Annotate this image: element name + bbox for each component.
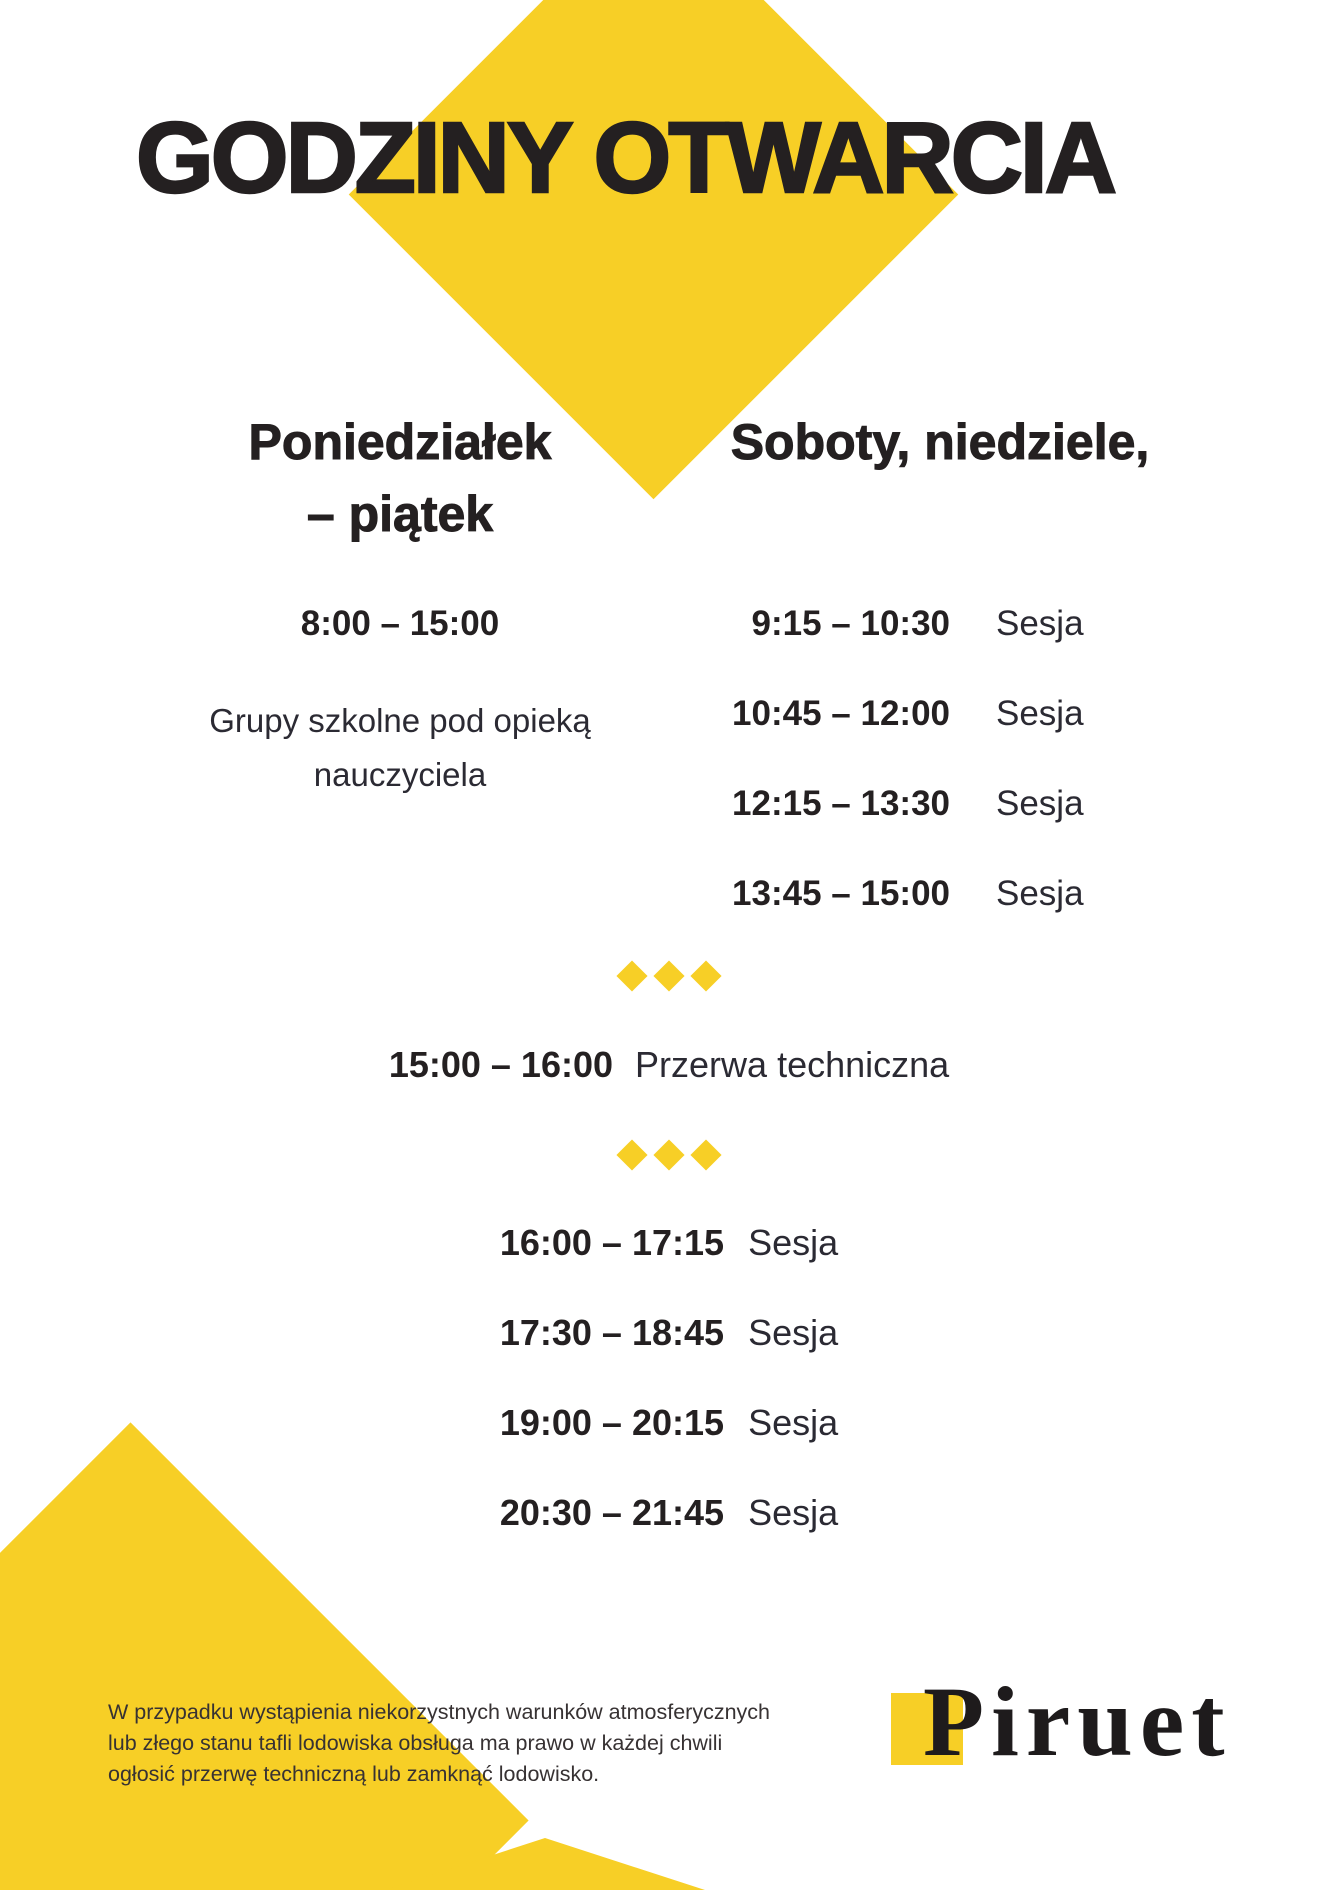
session-time: 10:45 – 12:00	[732, 694, 950, 733]
weekend-column-header: Soboty, niedziele,	[730, 414, 1150, 471]
weather-disclaimer: W przypadku wystąpienia niekorzystnych w…	[108, 1697, 770, 1790]
evening-session-list: 16:00 – 17:15 Sesja 17:30 – 18:45 Sesja …	[0, 1222, 1338, 1582]
session-time: 12:15 – 13:30	[732, 784, 950, 823]
session-label: Sesja	[996, 604, 1084, 643]
session-label: Sesja	[748, 1402, 839, 1443]
weekend-session-list: 9:15 – 10:30 Sesja 10:45 – 12:00 Sesja 1…	[710, 604, 1180, 964]
session-time: 13:45 – 15:00	[732, 874, 950, 913]
session-time: 19:00 – 20:15	[499, 1402, 725, 1443]
session-label: Sesja	[996, 784, 1084, 823]
evening-session-row: 20:30 – 21:45 Sesja	[0, 1492, 1338, 1534]
weekday-header-line1: Poniedziałek	[248, 414, 552, 471]
disclaimer-line: ogłosić przerwę techniczną lub zamknąć l…	[108, 1762, 600, 1786]
disclaimer-line: W przypadku wystąpienia niekorzystnych w…	[108, 1700, 770, 1724]
weekend-session-row: 13:45 – 15:00 Sesja	[710, 874, 1180, 918]
evening-session-row: 19:00 – 20:15 Sesja	[0, 1402, 1338, 1444]
weekday-hours: 8:00 – 15:00	[300, 604, 500, 643]
session-time: 17:30 – 18:45	[499, 1312, 725, 1353]
evening-session-row: 16:00 – 17:15 Sesja	[0, 1222, 1338, 1264]
diamond-separator	[569, 960, 769, 992]
diamond-icon	[616, 1139, 648, 1171]
diamond-icon	[653, 1139, 685, 1171]
page-title: GODZINY OTWARCIA	[135, 102, 1118, 214]
weekend-session-row: 12:15 – 13:30 Sesja	[710, 784, 1180, 828]
break-label: Przerwa techniczna	[635, 1044, 950, 1085]
weekday-header-line2: – piątek	[306, 486, 494, 543]
session-label: Sesja	[748, 1312, 839, 1353]
session-time: 9:15 – 10:30	[751, 604, 950, 643]
disclaimer-line: lub złego stanu tafli lodowiska obsługa …	[108, 1731, 723, 1755]
diamond-icon	[690, 1139, 722, 1171]
brand-logo-text: Piruet	[923, 1666, 1232, 1777]
session-time: 16:00 – 17:15	[499, 1222, 725, 1263]
brand-logo-square-icon	[891, 1693, 963, 1765]
weekend-session-row: 9:15 – 10:30 Sesja	[710, 604, 1180, 648]
session-label: Sesja	[996, 694, 1084, 733]
diamond-icon	[690, 960, 722, 992]
diamond-separator	[569, 1139, 769, 1171]
session-label: Sesja	[996, 874, 1084, 913]
break-time: 15:00 – 16:00	[388, 1044, 614, 1085]
session-label: Sesja	[748, 1492, 839, 1533]
session-label: Sesja	[748, 1222, 839, 1263]
evening-session-row: 17:30 – 18:45 Sesja	[0, 1312, 1338, 1354]
technical-break-row: 15:00 – 16:00 Przerwa techniczna	[0, 1044, 1338, 1086]
diamond-icon	[653, 960, 685, 992]
weekday-column-header: Poniedziałek – piątek	[175, 406, 625, 550]
session-time: 20:30 – 21:45	[499, 1492, 725, 1533]
weekday-note: Grupy szkolne pod opieką nauczyciela	[209, 702, 591, 793]
weekend-session-row: 10:45 – 12:00 Sesja	[710, 694, 1180, 738]
diamond-icon	[616, 960, 648, 992]
